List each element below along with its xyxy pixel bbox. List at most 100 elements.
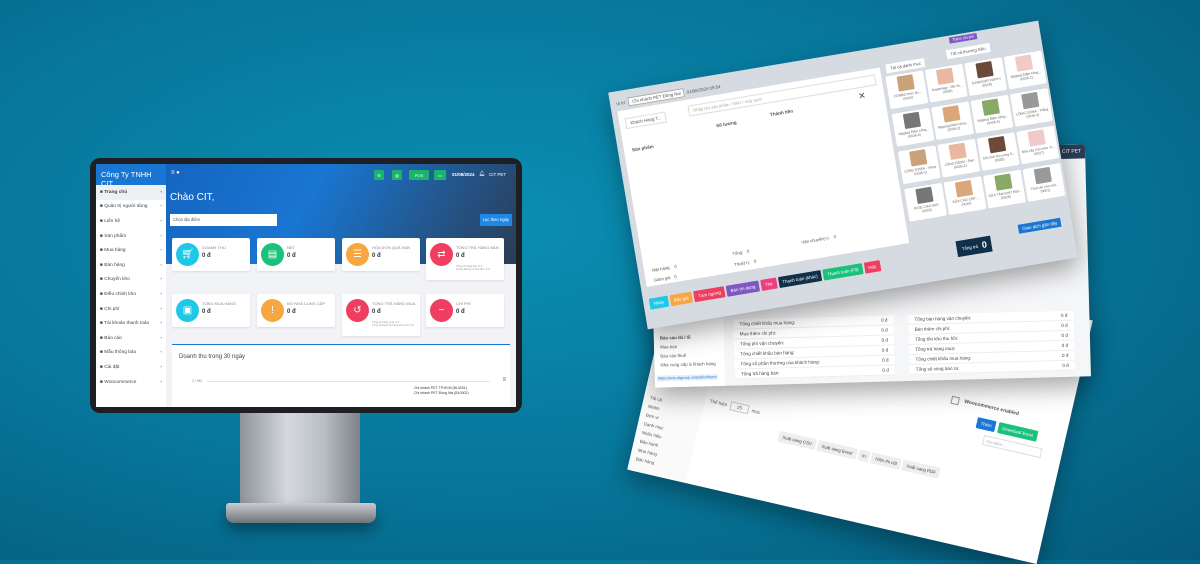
product-tile[interactable]: Nipptog Đầm công... (0036-4) <box>970 94 1014 134</box>
sidebar-item[interactable]: ■ Trang chủ ‹ <box>96 185 166 200</box>
sidebar-item[interactable]: ■ Woocommerce ‹ <box>96 375 166 390</box>
pos-action-button[interactable]: Thanh toán (F9) <box>822 263 864 281</box>
sidebar-item-label: Sản phẩm <box>104 233 127 239</box>
sidebar-item[interactable]: ■ Liên hệ ‹ <box>96 214 166 229</box>
export-button[interactable]: Xuất sang CSV <box>777 430 817 451</box>
report-menu-item[interactable]: Nhà cung cấp & khách hàng <box>660 361 716 368</box>
sidebar-item[interactable]: ■ Mua hàng ‹ <box>96 243 166 258</box>
date-filter-button[interactable]: Lọc theo ngày <box>479 214 512 226</box>
sidebar-item[interactable]: ■ Cài đặt ‹ <box>96 360 166 375</box>
col-quantity: Số lượng <box>715 119 737 129</box>
chevron-left-icon: ‹ <box>160 262 162 268</box>
calculator-icon[interactable]: ▤ <box>392 170 402 180</box>
sidebar-item[interactable]: ■ Điều chỉnh kho ‹ <box>96 287 166 302</box>
product-tile[interactable]: Nipptog Đầm công... (0036-3) <box>891 107 935 147</box>
sidebar-item-label: Báo cáo <box>104 335 122 341</box>
document-icon: ▤ <box>261 243 284 266</box>
export-button[interactable]: Xuất sang PDF <box>901 459 941 479</box>
add-button[interactable]: Thêm <box>975 417 997 433</box>
product-tile[interactable]: Nipptog Đầm công... (0036-1) <box>1003 50 1047 90</box>
sidebar-item[interactable]: ■ Chi phí ‹ <box>96 302 166 317</box>
card-title: HÓA ĐƠN QUÁ HẠN <box>372 245 411 250</box>
row-label: Tổng số phần thưởng của khách hàng: <box>740 359 820 367</box>
legend-item[interactable]: Chi nhánh PET TP.HCM (BL0001) <box>414 386 467 390</box>
product-image <box>975 60 994 79</box>
sidebar-item[interactable]: ■ Quản trị người dùng ‹ <box>96 200 166 215</box>
shipping-value[interactable]: 0 <box>833 234 837 240</box>
user-menu[interactable]: CIT PET <box>489 172 507 177</box>
pos-action-button[interactable]: Bán tín dụng <box>725 280 761 297</box>
chevron-left-icon: ‹ <box>160 218 162 224</box>
chevron-left-icon: ‹ <box>160 350 162 356</box>
sidebar-item-label: Trang chủ <box>104 189 128 195</box>
menu-toggle-icon[interactable]: ≡ ● <box>171 170 180 176</box>
woo-checkbox[interactable] <box>950 395 960 406</box>
chevron-left-icon: ‹ <box>160 248 162 254</box>
product-tile[interactable]: Nipptog Đầm công... (0036-2) <box>931 101 974 141</box>
company-name: Công Ty TNHH CIT <box>96 164 166 188</box>
undo-icon: ↺ <box>346 299 369 322</box>
sidebar-item[interactable]: ■ Sản phẩm ‹ <box>96 229 166 244</box>
pos-action-button[interactable]: Hủy <box>863 260 881 274</box>
pos-button[interactable]: POS <box>409 170 429 180</box>
product-tile[interactable]: LỒNG D206A - Vàng (0035-1) <box>897 145 941 185</box>
product-tile[interactable]: SỮA TẮM KHỬ MÙI... (0028) <box>983 169 1026 209</box>
sidebar-item[interactable]: ■ Mẫu thông báo ‹ <box>96 346 166 361</box>
add-expense-button[interactable]: Thêm chi phí <box>948 33 978 44</box>
product-image <box>1033 166 1052 185</box>
bell-icon[interactable]: 🔔︎ <box>479 171 486 177</box>
location-select[interactable]: Chọn địa điểm <box>170 214 277 226</box>
sidebar-item-label: Cài đặt <box>104 364 120 370</box>
sidebar-item-label: Mua hàng <box>104 248 126 254</box>
product-tile[interactable]: COMBO thức ăn... (0032) <box>885 70 929 110</box>
product-tile[interactable]: LỒNG D206A - Đen (0035-2) <box>937 138 981 178</box>
chevron-left-icon: ‹ <box>160 364 162 370</box>
sidebar-item[interactable]: ■ Báo cáo ‹ <box>96 331 166 346</box>
product-tile[interactable]: PATE CIAO 60G (0003) <box>904 182 948 222</box>
total-value: 0 <box>746 248 750 254</box>
product-tile[interactable]: Nhà cây cho mèo -C... (0027) <box>1016 125 1060 165</box>
pos-action-button[interactable]: Thẻ <box>760 277 778 291</box>
sidebar-item[interactable]: ■ Tài khoản thanh toán ‹ <box>96 316 166 331</box>
pos-datetime: 01/08/2024 09:54 <box>686 84 721 95</box>
report-user: CIT PET <box>1061 148 1082 155</box>
row-label: Tổng số vòng bán ra: <box>915 365 960 372</box>
list-icon: ☰ <box>346 243 369 266</box>
chart-menu-icon[interactable]: ≡ <box>502 377 506 383</box>
clear-cart-icon[interactable]: ✕ <box>857 90 867 102</box>
product-tile[interactable]: Dogsmagy - Mix th... (0000) <box>924 63 968 103</box>
legend-item[interactable]: Chi nhánh PET Đồng Nai (BL0002) <box>414 391 469 395</box>
sidebar-item[interactable]: ■ Bán hàng ‹ <box>96 258 166 273</box>
pos-action-button[interactable]: Thanh toán (khác) <box>777 269 823 289</box>
col-product: Sản phẩm <box>631 143 655 153</box>
export-button[interactable]: Hiện thị cột <box>870 452 903 470</box>
export-button[interactable]: Xuất sang Excel <box>816 439 858 460</box>
discount-value[interactable]: 0 <box>673 273 677 280</box>
page-size-select[interactable]: 25 <box>729 401 750 415</box>
sidebar-item-label: Chi phí <box>104 306 120 312</box>
row-value: 0 đ <box>881 327 888 333</box>
pos-action-button[interactable]: Tạm ngưng <box>693 286 726 303</box>
product-image <box>1027 129 1046 147</box>
product-tile[interactable]: SỮA CAO CẤP ... (0020) <box>943 176 987 216</box>
row-value: 0 đ <box>1060 312 1068 319</box>
product-tile[interactable]: Thức ăn cho chó... (0001) <box>1022 163 1066 202</box>
sell-icon: ■ <box>100 262 103 268</box>
product-tile[interactable]: GANADOR PUPPY (0029) <box>964 57 1008 97</box>
sidebar-item[interactable]: ■ Chuyển kho ‹ <box>96 273 166 288</box>
export-button[interactable]: In <box>857 449 871 463</box>
chart-icon: ■ <box>100 335 103 341</box>
database-icon: ■ <box>100 291 103 297</box>
customer-select[interactable]: Khách Hàng T... <box>624 111 668 130</box>
cash-icon[interactable]: ▭ <box>434 170 446 180</box>
product-tile[interactable]: LỒNG D206A - Trắng (0035-3) <box>1009 88 1053 127</box>
product-tile[interactable]: Đồ chơi thú cưng 6... (0030) <box>976 132 1020 171</box>
monitor: ≡ ● ⚙ ▤ POS ▭ 01/08/2024 🔔︎ CIT PET Chào… <box>90 158 522 413</box>
show-label: Thể hiện <box>709 398 728 408</box>
brand-filter[interactable]: Tất cả thương hiệu <box>945 43 991 60</box>
settings-icon[interactable]: ⚙ <box>374 170 384 180</box>
tax-value[interactable]: 0 <box>753 258 757 264</box>
product-image <box>948 142 967 160</box>
pos-action-button[interactable]: Nháp <box>648 295 669 310</box>
pos-action-button[interactable]: Báo giá <box>668 291 694 307</box>
